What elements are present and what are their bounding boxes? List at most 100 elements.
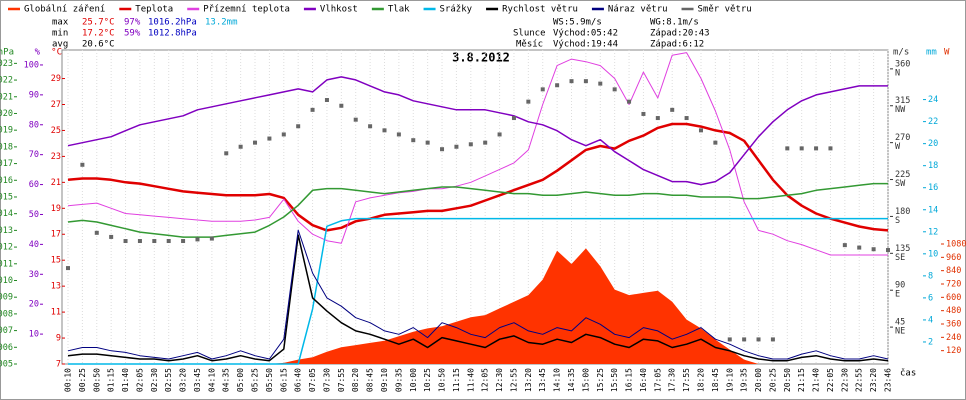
y-tick-label: 1012 bbox=[0, 243, 13, 253]
point bbox=[339, 103, 344, 108]
series-line bbox=[67, 229, 889, 360]
compass-label: S bbox=[895, 216, 900, 226]
point bbox=[425, 140, 430, 145]
x-tick-label: 20:50 bbox=[783, 368, 792, 392]
stat-label: max bbox=[52, 18, 69, 28]
y-tick-label: 270 bbox=[895, 133, 910, 143]
x-tick-label: 10:50 bbox=[438, 368, 447, 392]
point bbox=[324, 98, 329, 103]
x-tick-label: 07:05 bbox=[308, 368, 317, 392]
x-tick-label: 22:55 bbox=[855, 368, 864, 392]
y-tick-label: 240 bbox=[946, 333, 961, 343]
y-tick-label: 1018 bbox=[0, 142, 13, 152]
x-tick-label: 12:30 bbox=[495, 368, 504, 392]
x-tick-label: 21:15 bbox=[797, 368, 806, 392]
series-line bbox=[68, 217, 888, 365]
axis-label: °C bbox=[51, 48, 62, 58]
x-tick-label: 05:00 bbox=[236, 368, 245, 392]
y-tick-label: 22 bbox=[928, 117, 938, 127]
point bbox=[195, 237, 200, 242]
x-tick-label: 01:40 bbox=[121, 368, 130, 392]
y-tick-label: 1005 bbox=[0, 360, 13, 370]
point bbox=[109, 234, 114, 239]
compass-label: E bbox=[895, 290, 900, 300]
y-tick-label: 1080 bbox=[946, 240, 966, 250]
plot-area bbox=[61, 49, 889, 365]
point bbox=[411, 138, 416, 143]
legend-label: Teplota bbox=[135, 5, 173, 15]
x-tick-label: 05:50 bbox=[265, 368, 274, 392]
stat: 97% bbox=[124, 18, 141, 28]
x-tick-label: 17:30 bbox=[668, 368, 677, 392]
x-tick-label: 16:40 bbox=[639, 368, 648, 392]
x-tick-label: 17:05 bbox=[653, 368, 662, 392]
y-tick-label: 20 bbox=[928, 139, 938, 149]
point bbox=[123, 239, 128, 244]
compass-label: W bbox=[895, 142, 901, 152]
point bbox=[80, 162, 85, 167]
y-tick-label: 45 bbox=[895, 318, 905, 328]
y-tick-label: 315 bbox=[895, 96, 910, 106]
point bbox=[181, 239, 186, 244]
x-tick-label: 09:10 bbox=[380, 368, 389, 392]
y-tick-label: 1006 bbox=[0, 343, 13, 353]
y-tick-label: 27 bbox=[51, 100, 61, 110]
x-tick-label: 14:35 bbox=[567, 368, 576, 392]
y-tick-label: 840 bbox=[946, 266, 961, 276]
y-tick-label: 4 bbox=[928, 315, 933, 325]
x-tick-label: 19:10 bbox=[725, 368, 734, 392]
stat: 1012.8hPa bbox=[148, 29, 197, 39]
x-tick-label: 04:10 bbox=[207, 368, 216, 392]
x-tick-label: 14:10 bbox=[553, 368, 562, 392]
x-tick-label: 18:20 bbox=[696, 368, 705, 392]
x-tick-label: 15:00 bbox=[581, 368, 590, 392]
x-tick-label: 05:25 bbox=[251, 368, 260, 392]
point bbox=[137, 239, 142, 244]
point bbox=[828, 146, 833, 151]
x-tick-label: 00:10 bbox=[64, 368, 73, 392]
x-tick-label: 01:15 bbox=[107, 368, 116, 392]
point bbox=[770, 337, 775, 342]
y-tick-label: 12 bbox=[928, 227, 938, 237]
legend-label: Rychlost větru bbox=[502, 5, 578, 15]
point bbox=[842, 243, 847, 248]
point bbox=[310, 107, 315, 112]
y-tick-label: 1013 bbox=[0, 226, 13, 236]
chart-title: 3.8.2012 bbox=[452, 51, 510, 65]
point bbox=[94, 230, 99, 235]
stat: Východ:05:42 bbox=[553, 29, 618, 39]
y-tick-label: 18 bbox=[928, 161, 938, 171]
point bbox=[353, 117, 358, 122]
x-tick-label: 13:45 bbox=[538, 368, 547, 392]
y-tick-label: 70 bbox=[29, 150, 39, 160]
point bbox=[742, 337, 747, 342]
y-tick-label: 19 bbox=[51, 204, 61, 214]
compass-label: N bbox=[895, 68, 900, 78]
x-tick-label: 22:30 bbox=[840, 368, 849, 392]
x-tick-label: 11:40 bbox=[466, 368, 475, 392]
series-line bbox=[67, 182, 888, 238]
x-tick-label: 10:25 bbox=[423, 368, 432, 392]
y-tick-label: 1010 bbox=[0, 276, 13, 286]
x-tick-label: 18:45 bbox=[711, 368, 720, 392]
point bbox=[281, 132, 286, 137]
point bbox=[569, 79, 574, 84]
y-tick-label: 15 bbox=[51, 256, 61, 266]
x-tick-label: 08:20 bbox=[351, 368, 360, 392]
legend-label: Vlhkost bbox=[320, 5, 358, 15]
y-tick-label: 960 bbox=[946, 253, 961, 263]
x-tick-label: 02:05 bbox=[135, 368, 144, 392]
y-tick-label: 90 bbox=[29, 90, 39, 100]
y-tick-label: 60 bbox=[29, 180, 39, 190]
axis-label: hPa bbox=[0, 48, 14, 58]
x-tick-label: 21:40 bbox=[812, 368, 821, 392]
y-tick-label: 1017 bbox=[0, 159, 13, 169]
point bbox=[253, 140, 258, 145]
y-tick-label: 360 bbox=[946, 320, 961, 330]
point bbox=[555, 83, 560, 88]
point bbox=[655, 116, 660, 121]
x-tick-label: 15:50 bbox=[610, 368, 619, 392]
